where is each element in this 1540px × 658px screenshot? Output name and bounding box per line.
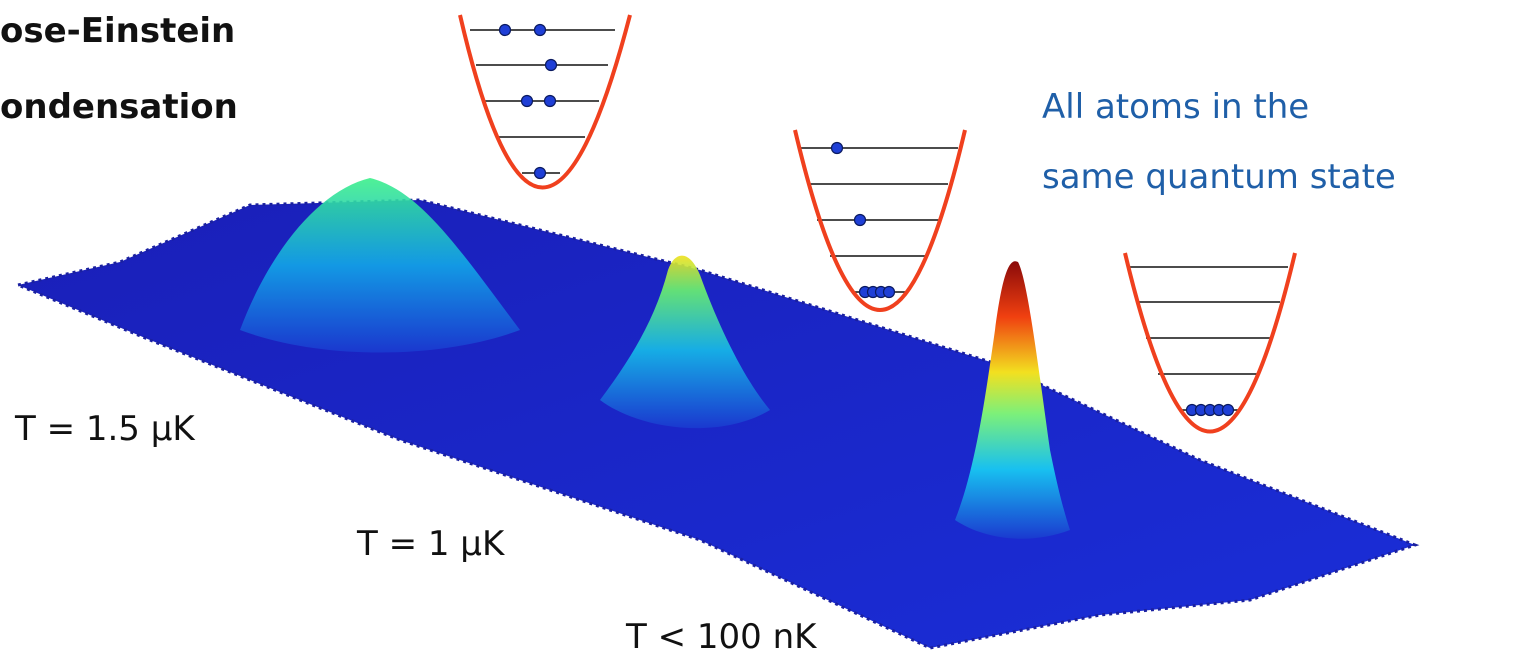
peak-condensate bbox=[955, 261, 1070, 539]
well-1 bbox=[458, 14, 632, 190]
temperature-label: T = 1 μK bbox=[356, 524, 506, 564]
well-3 bbox=[1123, 252, 1297, 434]
title-line: ondensation bbox=[0, 87, 238, 127]
title-line: ose-Einstein bbox=[0, 11, 235, 51]
surface bbox=[13, 178, 1420, 650]
peak-mixed bbox=[600, 255, 770, 429]
note-line: same quantum state bbox=[1042, 157, 1396, 197]
temperature-label: T = 1.5 μK bbox=[14, 409, 196, 449]
temperature-label: T < 100 nK bbox=[625, 617, 818, 657]
note-line: All atoms in the bbox=[1042, 87, 1309, 127]
well-2 bbox=[793, 129, 967, 312]
peak-thermal bbox=[240, 178, 520, 353]
